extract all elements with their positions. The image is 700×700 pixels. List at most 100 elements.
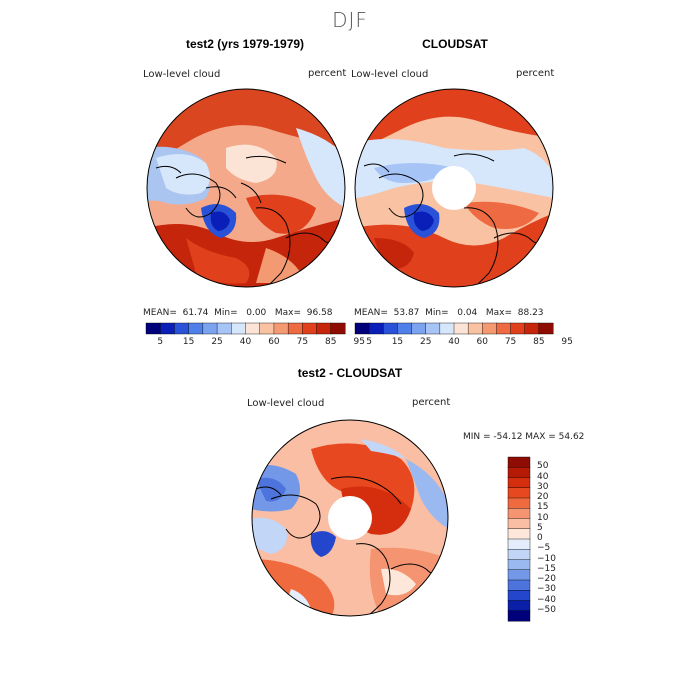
diff-colorbar-label: 5 — [537, 522, 543, 533]
colorbar-swatch — [467, 322, 483, 335]
model-stats: MEAN= 61.74 Min= 0.00 Max= 96.58 — [143, 308, 333, 318]
diff-colorbar — [507, 456, 531, 622]
colorbar-tick-label: 15 — [182, 337, 195, 347]
colorbar-swatch — [160, 322, 175, 335]
colorbar-tick-label: 25 — [419, 337, 432, 347]
diff-colorbar-swatch — [507, 487, 531, 499]
diff-colorbar-swatch — [507, 518, 531, 530]
diff-panel-title: test2 - CLOUDSAT — [297, 366, 403, 380]
colorbar-swatch — [354, 322, 370, 335]
colorbar-swatch — [259, 322, 275, 335]
model-max-label: Max= — [274, 308, 302, 318]
diff-colorbar-label: −10 — [537, 553, 556, 564]
diff-colorbar-label: 15 — [537, 502, 549, 513]
colorbar-tick-label: 40 — [239, 337, 252, 347]
colorbar-tick-label: 75 — [504, 337, 517, 347]
colorbar-swatch — [482, 322, 497, 335]
diff-colorbar-label: −40 — [537, 594, 556, 605]
diff-colorbar-swatch — [507, 508, 531, 520]
colorbar-tick-label: 15 — [391, 337, 404, 347]
colorbar-swatch — [383, 322, 398, 335]
diff-colorbar-label: 40 — [537, 471, 549, 482]
obs-colorbar-ticks: 5 15 25 40 60 75 85 95 — [355, 337, 573, 349]
diff-colorbar-label: 30 — [537, 481, 549, 492]
colorbar-swatch — [174, 322, 190, 335]
colorbar-swatch — [188, 322, 204, 335]
colorbar-swatch — [273, 322, 289, 335]
diff-colorbar-swatch — [507, 590, 531, 602]
colorbar-swatch — [510, 322, 526, 335]
colorbar-swatch — [145, 322, 161, 335]
model-panel-title: test2 (yrs 1979-1979) — [185, 37, 305, 51]
colorbar-swatch — [439, 322, 455, 335]
model-mean-value: 61.74 — [182, 308, 209, 318]
diff-colorbar-swatch — [507, 610, 531, 622]
model-min-label: Min= — [214, 308, 238, 318]
diff-colorbar-swatch — [507, 569, 531, 581]
model-polar-map — [146, 88, 346, 288]
colorbar-tick-label: 5 — [157, 337, 164, 347]
colorbar-swatch — [368, 322, 384, 335]
diff-colorbar-label: −30 — [537, 584, 556, 595]
diff-colorbar-label: 10 — [537, 512, 549, 523]
diff-units-label: percent — [412, 397, 451, 408]
diff-colorbar-label: −50 — [537, 604, 556, 615]
diff-colorbar-swatch — [507, 477, 531, 489]
diff-variable-label: Low-level cloud — [247, 398, 325, 409]
diff-colorbar-label: 50 — [537, 461, 549, 472]
diff-polar-map — [251, 419, 449, 617]
obs-max-value: 88.23 — [517, 308, 544, 318]
diff-colorbar-swatch — [507, 467, 531, 479]
colorbar-swatch — [425, 322, 441, 335]
colorbar-tick-label: 5 — [366, 337, 373, 347]
diff-colorbar-swatch — [507, 549, 531, 561]
obs-max-label: Max= — [485, 308, 513, 318]
model-colorbar-ticks: 5 15 25 40 60 75 85 95 — [146, 337, 365, 349]
colorbar-swatch — [316, 322, 332, 335]
obs-units-label: percent — [516, 68, 555, 79]
obs-polar-map — [354, 88, 554, 288]
diff-colorbar-swatch — [507, 497, 531, 509]
obs-stats: MEAN= 53.87 Min= 0.04 Max= 88.23 — [354, 308, 544, 318]
colorbar-tick-label: 40 — [448, 337, 460, 347]
colorbar-swatch — [231, 322, 246, 335]
diff-colorbar-swatch — [507, 456, 531, 468]
obs-mean-value: 53.87 — [393, 308, 420, 318]
diff-colorbar-swatch — [507, 579, 531, 591]
diff-colorbar-label: 20 — [537, 492, 549, 502]
colorbar-swatch — [245, 322, 261, 335]
obs-panel-title: CLOUDSAT — [422, 37, 488, 51]
obs-colorbar — [354, 322, 554, 335]
obs-mean-label: MEAN= — [354, 308, 388, 318]
colorbar-swatch — [287, 322, 303, 335]
model-units-label: percent — [308, 68, 347, 79]
obs-variable-label: Low-level cloud — [351, 69, 429, 80]
colorbar-swatch — [302, 322, 318, 335]
colorbar-swatch — [538, 322, 554, 335]
colorbar-swatch — [216, 322, 232, 335]
model-colorbar — [145, 322, 346, 335]
colorbar-tick-label: 85 — [325, 337, 337, 347]
obs-min-value: 0.04 — [457, 308, 478, 318]
diff-colorbar-label: 0 — [537, 533, 543, 543]
colorbar-tick-label: 60 — [476, 337, 489, 347]
colorbar-tick-label: 75 — [296, 337, 309, 347]
diff-minmax: MIN = -54.12 MAX = 54.62 — [463, 432, 585, 442]
colorbar-swatch — [411, 322, 427, 335]
model-max-value: 96.58 — [306, 308, 333, 318]
colorbar-tick-label: 25 — [211, 337, 223, 347]
diff-colorbar-swatch — [507, 528, 531, 540]
colorbar-tick-label: 60 — [268, 337, 280, 347]
diff-colorbar-label: −20 — [537, 574, 556, 584]
colorbar-tick-label: 95 — [561, 337, 573, 347]
colorbar-tick-label: 85 — [533, 337, 545, 347]
diff-colorbar-swatch — [507, 538, 531, 550]
obs-min-label: Min= — [425, 308, 449, 318]
colorbar-tick-label: 95 — [353, 337, 365, 347]
colorbar-swatch — [202, 322, 218, 335]
diff-colorbar-label: −15 — [537, 563, 556, 574]
colorbar-swatch — [524, 322, 540, 335]
diff-colorbar-swatch — [507, 600, 531, 612]
colorbar-swatch — [453, 322, 469, 335]
model-min-value: 0.00 — [246, 308, 267, 318]
